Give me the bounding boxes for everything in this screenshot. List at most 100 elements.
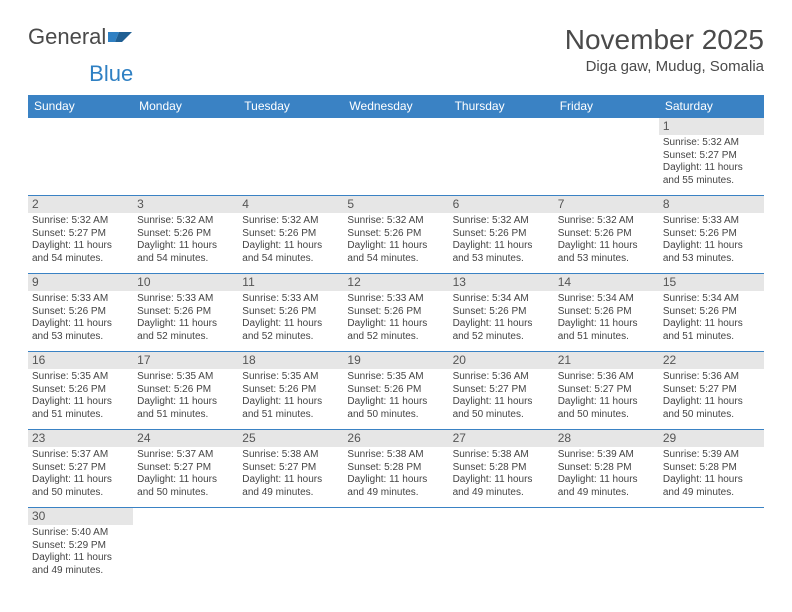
calendar-empty-cell [659, 508, 764, 586]
calendar-row: 30Sunrise: 5:40 AMSunset: 5:29 PMDayligh… [28, 508, 764, 586]
day-number: 1 [659, 118, 764, 135]
day-details: Sunrise: 5:39 AMSunset: 5:28 PMDaylight:… [554, 447, 659, 503]
calendar-empty-cell [238, 508, 343, 586]
day-details: Sunrise: 5:33 AMSunset: 5:26 PMDaylight:… [238, 291, 343, 347]
sunset-line: Sunset: 5:26 PM [663, 306, 760, 319]
calendar-body: 1Sunrise: 5:32 AMSunset: 5:27 PMDaylight… [28, 118, 764, 586]
sunset-line: Sunset: 5:26 PM [453, 306, 550, 319]
calendar-day-cell: 21Sunrise: 5:36 AMSunset: 5:27 PMDayligh… [554, 352, 659, 430]
day-details: Sunrise: 5:32 AMSunset: 5:26 PMDaylight:… [554, 213, 659, 269]
calendar-day-cell: 4Sunrise: 5:32 AMSunset: 5:26 PMDaylight… [238, 196, 343, 274]
daylight-line: Daylight: 11 hours and 50 minutes. [663, 396, 760, 421]
daylight-line: Daylight: 11 hours and 51 minutes. [32, 396, 129, 421]
calendar-empty-cell [343, 118, 448, 196]
sunrise-line: Sunrise: 5:36 AM [558, 371, 655, 384]
calendar-day-cell: 15Sunrise: 5:34 AMSunset: 5:26 PMDayligh… [659, 274, 764, 352]
sunrise-line: Sunrise: 5:38 AM [242, 449, 339, 462]
calendar-day-cell: 20Sunrise: 5:36 AMSunset: 5:27 PMDayligh… [449, 352, 554, 430]
day-details: Sunrise: 5:32 AMSunset: 5:26 PMDaylight:… [449, 213, 554, 269]
day-number: 6 [449, 196, 554, 213]
day-number: 20 [449, 352, 554, 369]
day-number: 15 [659, 274, 764, 291]
day-details: Sunrise: 5:32 AMSunset: 5:26 PMDaylight:… [343, 213, 448, 269]
calendar-day-cell: 19Sunrise: 5:35 AMSunset: 5:26 PMDayligh… [343, 352, 448, 430]
day-number: 22 [659, 352, 764, 369]
daylight-line: Daylight: 11 hours and 50 minutes. [347, 396, 444, 421]
day-number: 30 [28, 508, 133, 525]
calendar-empty-cell [554, 508, 659, 586]
day-details: Sunrise: 5:38 AMSunset: 5:28 PMDaylight:… [449, 447, 554, 503]
day-details: Sunrise: 5:34 AMSunset: 5:26 PMDaylight:… [449, 291, 554, 347]
sunrise-line: Sunrise: 5:39 AM [663, 449, 760, 462]
calendar-empty-cell [449, 508, 554, 586]
calendar-row: 23Sunrise: 5:37 AMSunset: 5:27 PMDayligh… [28, 430, 764, 508]
calendar-day-cell: 30Sunrise: 5:40 AMSunset: 5:29 PMDayligh… [28, 508, 133, 586]
sunset-line: Sunset: 5:27 PM [32, 228, 129, 241]
daylight-line: Daylight: 11 hours and 55 minutes. [663, 162, 760, 187]
day-number: 9 [28, 274, 133, 291]
day-details: Sunrise: 5:35 AMSunset: 5:26 PMDaylight:… [238, 369, 343, 425]
calendar-day-cell: 2Sunrise: 5:32 AMSunset: 5:27 PMDaylight… [28, 196, 133, 274]
day-details: Sunrise: 5:33 AMSunset: 5:26 PMDaylight:… [659, 213, 764, 269]
weekday-heading: Wednesday [343, 95, 448, 118]
calendar-day-cell: 23Sunrise: 5:37 AMSunset: 5:27 PMDayligh… [28, 430, 133, 508]
day-number: 19 [343, 352, 448, 369]
calendar-row: 16Sunrise: 5:35 AMSunset: 5:26 PMDayligh… [28, 352, 764, 430]
calendar-day-cell: 24Sunrise: 5:37 AMSunset: 5:27 PMDayligh… [133, 430, 238, 508]
sunrise-line: Sunrise: 5:37 AM [32, 449, 129, 462]
sunrise-line: Sunrise: 5:35 AM [32, 371, 129, 384]
day-number: 18 [238, 352, 343, 369]
day-number: 14 [554, 274, 659, 291]
sunset-line: Sunset: 5:26 PM [242, 306, 339, 319]
day-details: Sunrise: 5:34 AMSunset: 5:26 PMDaylight:… [554, 291, 659, 347]
sunset-line: Sunset: 5:26 PM [32, 306, 129, 319]
sunset-line: Sunset: 5:26 PM [347, 384, 444, 397]
calendar-row: 1Sunrise: 5:32 AMSunset: 5:27 PMDaylight… [28, 118, 764, 196]
location-subtitle: Diga gaw, Mudug, Somalia [565, 58, 764, 75]
sunrise-line: Sunrise: 5:35 AM [242, 371, 339, 384]
calendar-empty-cell [554, 118, 659, 196]
daylight-line: Daylight: 11 hours and 50 minutes. [558, 396, 655, 421]
day-details: Sunrise: 5:36 AMSunset: 5:27 PMDaylight:… [449, 369, 554, 425]
weekday-heading: Sunday [28, 95, 133, 118]
sunrise-line: Sunrise: 5:35 AM [137, 371, 234, 384]
daylight-line: Daylight: 11 hours and 51 minutes. [558, 318, 655, 343]
daylight-line: Daylight: 11 hours and 53 minutes. [32, 318, 129, 343]
day-details: Sunrise: 5:38 AMSunset: 5:28 PMDaylight:… [343, 447, 448, 503]
daylight-line: Daylight: 11 hours and 54 minutes. [242, 240, 339, 265]
sunset-line: Sunset: 5:27 PM [663, 384, 760, 397]
calendar-empty-cell [133, 118, 238, 196]
sunrise-line: Sunrise: 5:37 AM [137, 449, 234, 462]
sunset-line: Sunset: 5:26 PM [242, 228, 339, 241]
weekday-heading: Thursday [449, 95, 554, 118]
month-title: November 2025 [565, 24, 764, 56]
calendar-day-cell: 9Sunrise: 5:33 AMSunset: 5:26 PMDaylight… [28, 274, 133, 352]
calendar-empty-cell [449, 118, 554, 196]
daylight-line: Daylight: 11 hours and 50 minutes. [137, 474, 234, 499]
daylight-line: Daylight: 11 hours and 53 minutes. [558, 240, 655, 265]
calendar-page: General November 2025 Diga gaw, Mudug, S… [0, 0, 792, 596]
sunset-line: Sunset: 5:26 PM [558, 228, 655, 241]
calendar-empty-cell [133, 508, 238, 586]
sunset-line: Sunset: 5:27 PM [137, 462, 234, 475]
calendar-empty-cell [238, 118, 343, 196]
daylight-line: Daylight: 11 hours and 52 minutes. [347, 318, 444, 343]
logo-word-2: Blue [89, 61, 133, 87]
sunset-line: Sunset: 5:26 PM [137, 384, 234, 397]
calendar-row: 2Sunrise: 5:32 AMSunset: 5:27 PMDaylight… [28, 196, 764, 274]
calendar-empty-cell [343, 508, 448, 586]
daylight-line: Daylight: 11 hours and 52 minutes. [453, 318, 550, 343]
sunset-line: Sunset: 5:27 PM [453, 384, 550, 397]
weekday-heading: Monday [133, 95, 238, 118]
calendar-day-cell: 12Sunrise: 5:33 AMSunset: 5:26 PMDayligh… [343, 274, 448, 352]
daylight-line: Daylight: 11 hours and 49 minutes. [32, 552, 129, 577]
sunset-line: Sunset: 5:27 PM [32, 462, 129, 475]
calendar-day-cell: 22Sunrise: 5:36 AMSunset: 5:27 PMDayligh… [659, 352, 764, 430]
daylight-line: Daylight: 11 hours and 54 minutes. [137, 240, 234, 265]
sunset-line: Sunset: 5:26 PM [137, 306, 234, 319]
sunrise-line: Sunrise: 5:38 AM [347, 449, 444, 462]
sunrise-line: Sunrise: 5:34 AM [558, 293, 655, 306]
calendar-day-cell: 10Sunrise: 5:33 AMSunset: 5:26 PMDayligh… [133, 274, 238, 352]
calendar-day-cell: 6Sunrise: 5:32 AMSunset: 5:26 PMDaylight… [449, 196, 554, 274]
sunset-line: Sunset: 5:27 PM [663, 150, 760, 163]
